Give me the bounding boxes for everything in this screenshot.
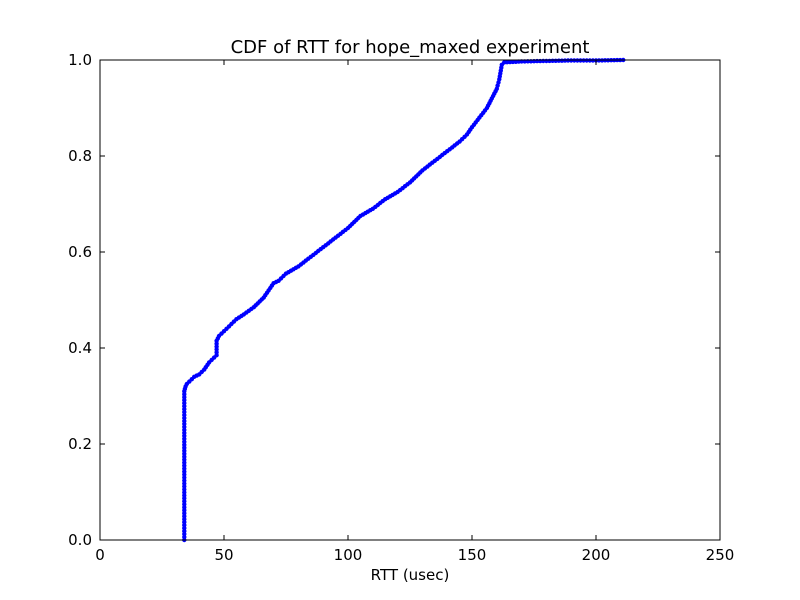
y-tick-label: 0.2	[68, 435, 92, 453]
y-tick-label: 0.0	[68, 531, 92, 549]
chart-title: CDF of RTT for hope_maxed experiment	[231, 37, 590, 58]
x-tick-label: 50	[214, 546, 233, 564]
series-layer	[182, 57, 626, 543]
tick-layer: 0 50 100 150 200 250 0.0 0.2 0.4 0.6 0.8 1.0	[68, 51, 734, 564]
x-tick-label: 0	[95, 546, 105, 564]
series-line	[182, 58, 624, 540]
x-tick-label: 150	[458, 546, 487, 564]
y-tick-label: 1.0	[68, 51, 92, 69]
x-tick-label: 200	[582, 546, 611, 564]
y-tick-label: 0.4	[68, 339, 92, 357]
x-axis-label: RTT (usec)	[371, 566, 450, 584]
y-tick-label: 0.8	[68, 147, 92, 165]
y-tick-label: 0.6	[68, 243, 92, 261]
plot-frame	[99, 59, 721, 541]
x-tick-label: 250	[706, 546, 735, 564]
x-tick-label: 100	[334, 546, 363, 564]
